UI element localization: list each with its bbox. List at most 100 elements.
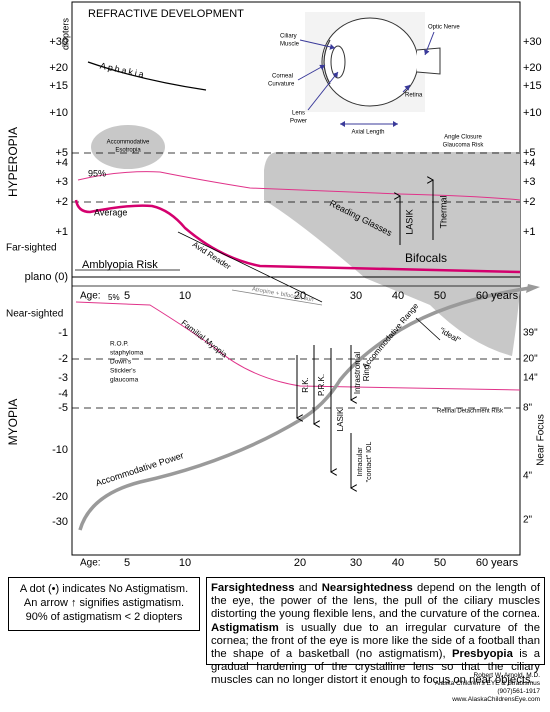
left-axis-label: -5 — [58, 402, 68, 414]
left-axis-label: +30 — [49, 36, 68, 48]
label: Intracular — [357, 447, 364, 477]
text-run: and — [294, 582, 322, 594]
label: Intrastromal — [353, 352, 362, 394]
procedure-arrows — [297, 180, 433, 488]
credit-line: Alaska Children's EYE & Strabismus — [434, 680, 540, 687]
dashed-lines — [72, 152, 520, 409]
atropine-line — [231, 289, 323, 306]
left-axis-label: +2 — [55, 196, 68, 208]
near-focus-label: 39" — [523, 328, 538, 339]
right-axis-label: +5 — [523, 147, 536, 159]
label: Muscle — [280, 42, 300, 48]
title: REFRACTIVE DEVELOPMENT — [88, 8, 244, 20]
near-focus-label: 8" — [523, 403, 533, 414]
label: R.O.P. — [110, 341, 129, 348]
left-axis-label: -30 — [52, 516, 68, 528]
left-axis-label: -2 — [58, 353, 68, 365]
right-axis-label: +1 — [523, 226, 536, 238]
average-curve — [74, 199, 521, 274]
label: Stickler's — [110, 368, 137, 375]
power-arrowhead — [526, 284, 540, 293]
label: Retinal Detachment Risk — [437, 409, 504, 415]
label: Ring — [362, 365, 371, 381]
age-tick: 50 — [434, 557, 446, 569]
left-axis-label: -20 — [52, 491, 68, 503]
age-tick: 20 — [294, 557, 306, 569]
label: LASIK — [336, 408, 345, 431]
age-tick: 40 — [392, 290, 404, 302]
avid-reader-line — [177, 231, 323, 303]
age-tick: 30 — [350, 290, 362, 302]
label: Average — [94, 207, 127, 217]
credit-line: (907)561-1917 — [497, 688, 540, 695]
p5-curve — [75, 301, 521, 391]
side-label: Near-sighted — [6, 309, 63, 320]
label: 95% — [88, 168, 106, 178]
label: Glaucoma Risk — [443, 143, 485, 149]
near-focus-title: Near Focus — [536, 414, 547, 466]
label: Angle Closure — [444, 135, 482, 141]
label: Thermal — [438, 195, 448, 228]
age-tick: 60 years — [476, 557, 519, 569]
left-axis-label: plano (0) — [25, 271, 68, 283]
left-axis-label: +4 — [55, 157, 68, 169]
explanation: Farsightedness and Nearsightedness depen… — [206, 577, 545, 686]
label: Bifocals — [405, 251, 447, 265]
right-axis-label: +15 — [523, 80, 542, 92]
age-tick: 40 — [392, 557, 404, 569]
left-axis-label: -3 — [58, 372, 68, 384]
age-tick: 30 — [350, 557, 362, 569]
note-line: An arrow ↑ signifies astigmatism. — [23, 597, 185, 609]
side-label: MYOPIA — [6, 399, 20, 446]
age-tick: 10 — [179, 557, 191, 569]
refraction-diagram: REFRACTIVE DEVELOPMENTdiopters+30+20+15+… — [6, 1, 547, 569]
aphakia-curve — [87, 61, 207, 91]
right-axis-label: +10 — [523, 107, 542, 119]
text-run: Nearsightedness — [321, 582, 413, 594]
right-axis-label: +30 — [523, 36, 542, 48]
side-label: Far-sighted — [6, 243, 57, 254]
label: Retina — [405, 93, 423, 99]
age-tick: 5 — [124, 557, 130, 569]
age-tick: 60 years — [476, 290, 519, 302]
text-run: is usually due to an irregular curvature… — [211, 621, 540, 661]
label: Curvature — [268, 82, 295, 88]
label: Ciliary — [280, 34, 297, 40]
credit-line: www.AlaskaChildrensEye.com — [452, 696, 540, 703]
near-focus-label: 14" — [523, 373, 538, 384]
right-axis-label: +2 — [523, 196, 536, 208]
left-axis-label: -10 — [52, 444, 68, 456]
label: staphyloma — [110, 350, 144, 357]
label: Corneal — [272, 74, 293, 80]
age-tick: 10 — [179, 290, 191, 302]
presbyopia-region — [264, 152, 520, 356]
p95-curve — [77, 171, 521, 201]
astigmatism-note: A dot (•) indicates No Astigmatism. An ar… — [8, 577, 200, 631]
left-axis-label: +5 — [55, 147, 68, 159]
label: LASIK — [404, 209, 414, 235]
left-axis-label: +15 — [49, 80, 68, 92]
label: Aphakia — [99, 60, 147, 79]
label: 5% — [108, 293, 120, 302]
text-run: is a gradual hardening of the crystallin… — [211, 648, 540, 687]
left-axis-label: -1 — [58, 327, 68, 339]
label: Amblyopia Risk — [82, 259, 158, 271]
text-run: depend on the length of the eye, the pow… — [211, 582, 540, 621]
note-line: 90% of astigmatism < 2 diopters — [25, 611, 183, 623]
label: P.R.K. — [317, 374, 326, 396]
esotropia-region — [91, 125, 165, 169]
label: "contact" IOL — [366, 442, 373, 483]
age-tick: 50 — [434, 290, 446, 302]
age-tick: 5 — [124, 290, 130, 302]
right-axis-label: +20 — [523, 62, 542, 74]
near-focus-label: 20" — [523, 354, 538, 365]
near-focus-label: 2" — [523, 515, 533, 526]
left-axis-label: +1 — [55, 226, 68, 238]
near-focus-label: 4" — [523, 471, 533, 482]
label: R.K. — [301, 377, 310, 393]
label: Axial Length — [351, 130, 384, 136]
eye-diagram — [297, 12, 441, 127]
credit-line: Robert W. Arnold, M.D. — [473, 672, 540, 679]
text-run: Presbyopia — [451, 648, 513, 661]
side-label: HYPEROPIA — [6, 127, 20, 197]
